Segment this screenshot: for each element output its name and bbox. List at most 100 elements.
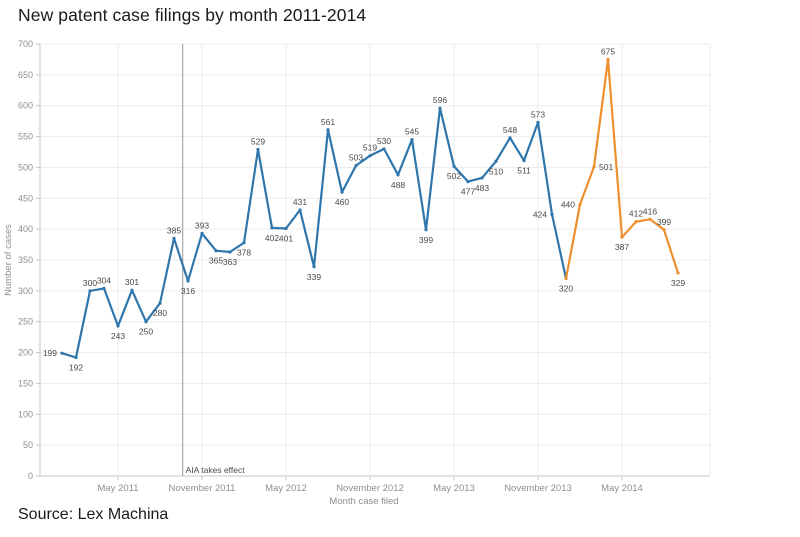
data-value-label: 460 [335, 197, 349, 207]
data-value-label: 402 [265, 233, 279, 243]
data-value-label: 378 [237, 248, 251, 258]
data-point [186, 279, 190, 283]
y-axis-title: Number of cases [3, 224, 14, 296]
data-point [214, 249, 218, 253]
data-value-label: 529 [251, 137, 265, 147]
data-value-label: 385 [167, 225, 181, 235]
data-point [606, 57, 610, 62]
x-tick-label: May 2014 [601, 483, 643, 494]
data-point [130, 288, 134, 292]
data-point [368, 154, 372, 158]
data-value-label: 510 [489, 166, 503, 176]
y-tick-label: 250 [18, 317, 33, 327]
chart-title: New patent case filings by month 2011-20… [18, 5, 367, 25]
data-point [172, 236, 176, 240]
data-value-label: 477 [461, 187, 475, 197]
data-point [438, 106, 442, 110]
y-tick-label: 600 [18, 101, 33, 111]
data-point [466, 180, 470, 184]
y-tick-label: 0 [28, 471, 33, 481]
data-point [326, 128, 330, 132]
data-point [382, 147, 386, 151]
data-value-label: 488 [391, 180, 405, 190]
data-value-label: 387 [615, 242, 629, 252]
x-tick-label: May 2013 [433, 483, 475, 494]
data-point [522, 159, 526, 163]
y-tick-label: 150 [18, 378, 33, 388]
data-point [354, 163, 358, 168]
y-tick-label: 700 [18, 39, 33, 49]
data-value-label: 363 [223, 257, 237, 267]
data-value-label: 545 [405, 127, 419, 137]
data-value-label: 339 [307, 272, 321, 282]
data-point [508, 136, 512, 140]
data-value-label: 483 [475, 183, 489, 193]
data-value-label: 519 [363, 143, 377, 153]
y-tick-label: 100 [18, 409, 33, 419]
data-point [564, 276, 568, 281]
data-value-label: 199 [43, 348, 57, 358]
data-point [270, 226, 274, 230]
data-point [676, 271, 680, 275]
data-point [298, 208, 302, 212]
data-value-label: 399 [657, 217, 671, 227]
data-point [452, 164, 456, 168]
data-value-label: 424 [533, 209, 547, 219]
data-value-label: 192 [69, 363, 83, 373]
data-value-label: 511 [517, 166, 531, 176]
data-value-label: 393 [195, 220, 209, 230]
x-axis-title: Month case filed [329, 496, 398, 507]
data-point [116, 324, 120, 328]
data-value-label: 243 [111, 331, 125, 341]
data-point [550, 212, 554, 216]
data-value-label: 316 [181, 286, 195, 296]
data-point [662, 228, 666, 232]
y-tick-label: 450 [18, 193, 33, 203]
data-value-label: 548 [503, 125, 517, 135]
data-point [312, 265, 316, 269]
data-point [578, 202, 582, 207]
data-point [396, 173, 400, 177]
data-value-label: 596 [433, 95, 447, 105]
data-point [256, 147, 260, 152]
data-point [340, 190, 344, 194]
source-credit: Source: Lex Machina [18, 506, 169, 523]
data-value-label: 431 [293, 197, 307, 207]
data-point [634, 220, 638, 224]
data-value-label: 399 [419, 235, 433, 245]
data-value-label: 300 [83, 278, 97, 288]
y-tick-label: 650 [18, 70, 33, 80]
data-point [60, 351, 64, 355]
data-point [74, 355, 78, 360]
aia-effect-label: AIA takes effect [186, 465, 246, 475]
x-tick-label: November 2012 [336, 483, 404, 494]
data-value-label: 304 [97, 275, 111, 285]
data-value-label: 401 [279, 234, 293, 244]
data-value-label: 440 [561, 199, 575, 209]
data-value-label: 320 [559, 284, 573, 294]
data-point [410, 138, 414, 142]
data-point [592, 165, 596, 169]
data-point [102, 286, 106, 290]
data-value-label: 573 [531, 109, 545, 119]
data-point [144, 320, 148, 324]
data-point [158, 301, 162, 305]
data-point [424, 228, 428, 232]
data-point [242, 241, 246, 245]
data-value-label: 503 [349, 153, 363, 163]
data-value-label: 530 [377, 136, 391, 146]
data-value-label: 501 [599, 162, 613, 172]
y-tick-label: 200 [18, 348, 33, 358]
data-value-label: 280 [153, 308, 167, 318]
y-tick-label: 400 [18, 224, 33, 234]
data-point [228, 250, 232, 254]
y-tick-label: 350 [18, 255, 33, 265]
data-point [200, 231, 204, 236]
y-tick-label: 50 [23, 440, 33, 450]
data-value-label: 301 [125, 277, 139, 287]
x-tick-label: November 2013 [504, 483, 572, 494]
data-value-label: 329 [671, 278, 685, 288]
data-point [536, 120, 540, 124]
